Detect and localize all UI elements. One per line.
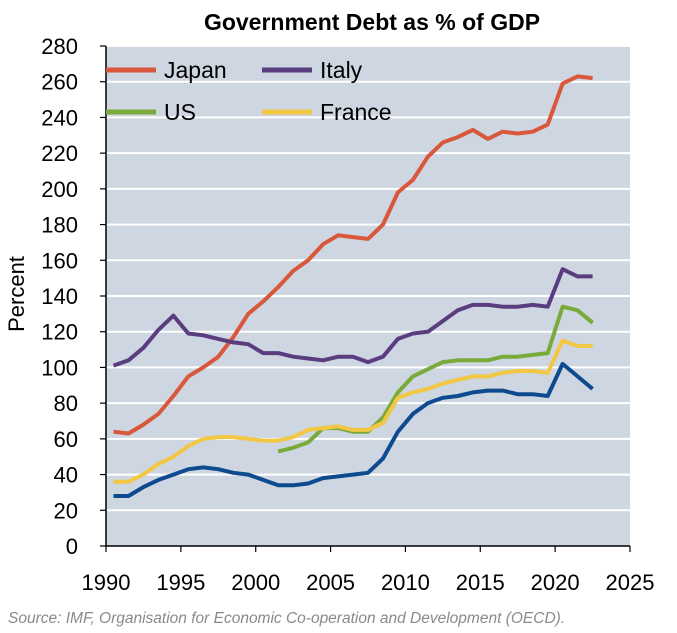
series-line-italy xyxy=(112,267,593,368)
legend-label-italy: Italy xyxy=(320,57,363,83)
x-tick-label-1990: 1990 xyxy=(82,570,131,595)
series-lines xyxy=(112,74,594,498)
y-tick-label-40: 40 xyxy=(54,463,78,488)
y-tick-label-220: 220 xyxy=(41,141,78,166)
y-axis-ticks: 0 20 40 60 80 100 120 140 160 180 200 220 240 260 280 xyxy=(41,34,106,559)
x-tick-label-2025: 2025 xyxy=(606,570,655,595)
y-tick-label-200: 200 xyxy=(41,177,78,202)
y-tick-label-100: 100 xyxy=(41,355,78,380)
y-tick-label-140: 140 xyxy=(41,284,78,309)
y-tick-label-60: 60 xyxy=(54,427,78,452)
x-tick-label-2010: 2010 xyxy=(381,570,430,595)
x-tick-label-2020: 2020 xyxy=(531,570,580,595)
y-tick-label-20: 20 xyxy=(54,498,78,523)
legend: Japan Italy US France xyxy=(106,57,392,125)
y-tick-label-120: 120 xyxy=(41,320,78,345)
legend-label-japan: Japan xyxy=(164,57,227,83)
series-line-france xyxy=(113,338,593,484)
y-tick-label-260: 260 xyxy=(41,70,78,95)
x-tick-label-2005: 2005 xyxy=(306,570,355,595)
x-axis-ticks: 1990 1995 2000 2005 2010 2015 2020 2025 xyxy=(82,546,655,595)
source-note: Source: IMF, Organisation for Economic C… xyxy=(8,610,565,627)
y-tick-label-240: 240 xyxy=(41,105,78,130)
y-tick-label-280: 280 xyxy=(41,34,78,59)
y-tick-label-0: 0 xyxy=(66,534,78,559)
y-axis-label: Percent xyxy=(4,256,29,332)
y-tick-label-180: 180 xyxy=(41,213,78,238)
series-line-japan xyxy=(113,74,593,436)
legend-label-france: France xyxy=(320,99,392,125)
x-tick-label-2000: 2000 xyxy=(231,570,280,595)
y-tick-label-80: 80 xyxy=(54,391,78,416)
x-tick-label-1995: 1995 xyxy=(156,570,205,595)
legend-label-us: US xyxy=(164,99,196,125)
y-tick-label-160: 160 xyxy=(41,248,78,273)
series-line-unlabeled-4 xyxy=(113,361,594,498)
gridlines xyxy=(106,45,630,512)
x-tick-label-2015: 2015 xyxy=(456,570,505,595)
chart-title: Government Debt as % of GDP xyxy=(204,9,540,35)
